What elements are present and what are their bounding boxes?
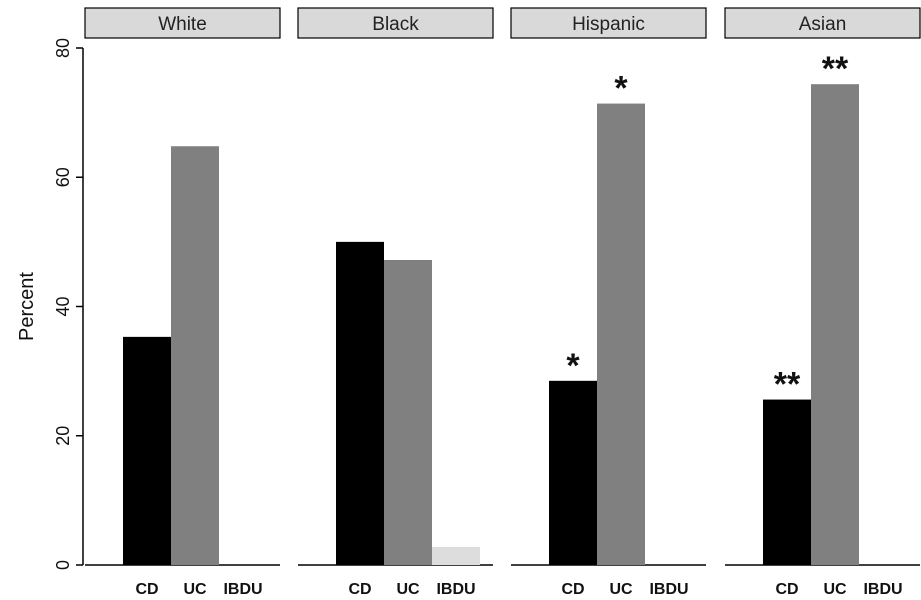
x-tick-label: IBDU [436,581,475,598]
panel-asian: Asian CD ** UC ** IBDU [724,7,921,598]
strip-background [510,7,707,39]
strip-background [84,7,281,39]
significance-marker: * [614,70,628,108]
bar-ibdu [432,546,480,565]
panel-black: Black CD UC IBDU [297,7,494,598]
x-tick-label: IBDU [649,581,688,598]
bar-uc [384,259,432,565]
y-tick-label: 0 [53,560,73,570]
x-tick-label: IBDU [863,581,902,598]
x-tick-label: CD [135,581,158,598]
bar-cd [549,380,597,565]
strip-label: White [158,14,207,35]
bar-uc [171,146,219,566]
x-tick-label: UC [396,581,420,598]
y-tick-label: 80 [53,38,73,58]
bar-cd [763,399,811,565]
strip-label: Black [372,14,419,35]
x-tick-label: UC [609,581,633,598]
x-tick-label: UC [823,581,847,598]
bar-uc [597,103,645,565]
x-tick-label: UC [183,581,207,598]
y-tick-label: 20 [53,426,73,446]
y-tick-label: 60 [53,167,73,187]
panel-white: White CD UC IBDU [84,7,281,598]
bar-uc [811,84,859,565]
strip-label: Hispanic [572,14,645,35]
panel-hispanic: Hispanic CD * UC * IBDU [510,7,707,598]
strip-background [724,7,921,39]
y-axis: 0 20 40 60 80 [53,38,84,570]
x-tick-label: CD [561,581,584,598]
significance-marker: * [566,347,580,385]
strip-background [297,7,494,39]
significance-marker: ** [774,366,801,404]
strip-label: Asian [799,14,847,35]
significance-marker: ** [822,50,849,88]
y-tick-label: 40 [53,296,73,316]
bar-cd [336,241,384,565]
x-tick-label: CD [775,581,798,598]
bar-cd [123,336,171,565]
x-tick-label: CD [348,581,371,598]
y-axis-title: Percent [16,272,38,341]
x-tick-label: IBDU [223,581,262,598]
panels: White CD UC IBDU Black CD UC IBDU Hispanic CD * UC *… [84,7,921,598]
